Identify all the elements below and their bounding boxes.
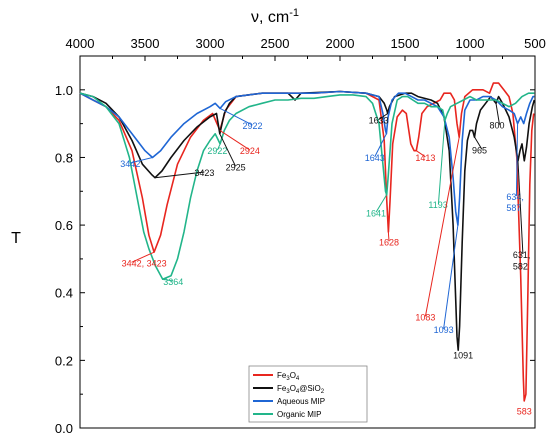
series-line-0: [79, 82, 535, 402]
annotation-leader: [130, 156, 153, 164]
y-axis-title: T: [11, 230, 21, 247]
annotation-leader: [495, 103, 500, 125]
x-tick-label: 1000: [456, 36, 485, 51]
series-line-1: [79, 90, 536, 351]
annotation-label: 2922: [207, 146, 227, 156]
x-tick-label: 3500: [131, 36, 160, 51]
annotation-leader: [515, 123, 519, 197]
legend-label-part: 3: [286, 376, 290, 382]
annotation-label: 2924: [240, 146, 260, 156]
annotation-label: 1643: [365, 153, 385, 163]
legend-label-part: Fe: [277, 371, 287, 380]
legend-label-part: 4: [296, 389, 300, 395]
annotation-label: 3364: [163, 277, 183, 287]
series-layer: [79, 82, 536, 402]
x-axis-title-exponent: -1: [289, 7, 299, 19]
annotation-label: 3423: [194, 168, 214, 178]
legend-label-part: O: [290, 384, 296, 393]
legend-label-part: @SiO: [299, 384, 320, 393]
y-tick-label: 0.6: [55, 218, 73, 233]
annotation-leader: [437, 120, 446, 205]
annotation-leader: [517, 160, 524, 254]
y-tick-label: 0.2: [55, 353, 73, 368]
annotation-label: 1641: [366, 208, 386, 218]
x-tick-label: 2000: [326, 36, 355, 51]
x-ticks: 4000 3500 3000 2500 2000 1500 1000 500: [66, 36, 546, 61]
annotation-label: 587: [506, 203, 521, 213]
legend-label-part: 2: [321, 389, 325, 395]
legend-label-part: 4: [296, 376, 300, 382]
annotation-label: 2922: [243, 121, 263, 131]
annotation-leader: [375, 194, 388, 213]
annotation-label: 965: [472, 145, 487, 155]
annotation-leader: [424, 137, 460, 317]
annotation-leader: [387, 231, 390, 242]
annotation-label: 1193: [428, 200, 447, 210]
annotation-leader: [474, 136, 483, 150]
annotation-label: 1091: [453, 351, 473, 361]
y-tick-label: 0.0: [55, 421, 73, 436]
legend-label-part: 3: [286, 389, 290, 395]
x-axis-title: ν, cm-1: [251, 7, 299, 26]
x-tick-label: 2500: [261, 36, 290, 51]
y-ticks: 0.0 0.2 0.4 0.6 0.8 1.0: [55, 55, 535, 436]
legend-label: Aqueous MIP: [277, 397, 325, 406]
annotation-label: 800: [490, 121, 505, 131]
annotation-leader: [219, 107, 253, 126]
y-tick-label: 0.8: [55, 150, 73, 165]
legend-label-part: Fe: [277, 384, 287, 393]
annotation-label: 1413: [415, 153, 435, 163]
annotation-label: 1083: [415, 312, 435, 322]
annotation-leader: [154, 171, 205, 179]
series-line-3: [79, 92, 535, 280]
annotation-label: 3442, 3423: [122, 258, 167, 268]
annotation-label: 634,: [506, 192, 524, 202]
annotation-label: 1628: [379, 237, 399, 247]
annotation-leader: [219, 133, 237, 167]
x-tick-label: 1500: [391, 36, 420, 51]
x-tick-label: 3000: [196, 36, 225, 51]
annotation-leader: [374, 133, 387, 158]
annotation-leader: [443, 225, 459, 330]
annotation-label: 3442: [120, 159, 140, 169]
y-tick-label: 1.0: [55, 83, 73, 98]
legend-label: Fe3O4@SiO2: [277, 384, 325, 395]
x-tick-label: 4000: [66, 36, 95, 51]
legend-label: Organic MIP: [277, 410, 321, 419]
annotation-leader: [416, 150, 426, 158]
legend-label-part: O: [290, 371, 296, 380]
y-tick-label: 0.4: [55, 286, 73, 301]
annotation-label: 631,: [513, 250, 531, 260]
x-tick-label: 500: [524, 36, 546, 51]
legend-label: Fe3O4: [277, 371, 300, 382]
annotation-label: 2925: [226, 162, 246, 172]
annotation-leader: [131, 251, 155, 263]
annotation-label: 583: [517, 406, 532, 416]
annotation-label: 1093: [434, 325, 454, 335]
annotation-leader: [162, 278, 174, 282]
annotation-label: 1633: [369, 116, 389, 126]
annotation-leader: [219, 129, 251, 151]
annotation-leader: [216, 143, 221, 151]
annotation-leader: [378, 113, 388, 121]
annotation-label: 582: [513, 262, 528, 272]
series-line-2: [79, 90, 535, 226]
